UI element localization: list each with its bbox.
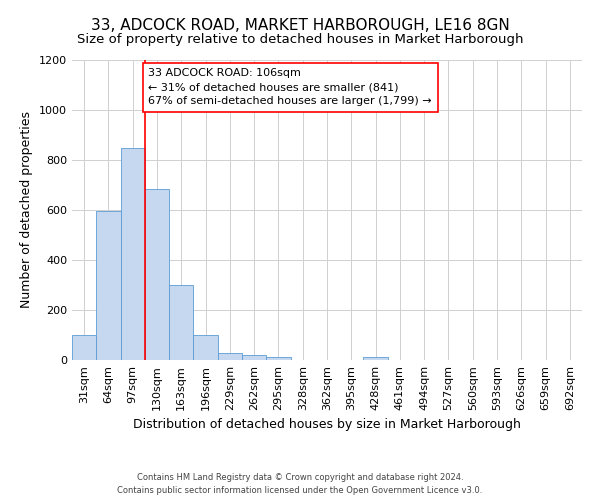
Bar	[218, 352, 242, 360]
Bar	[145, 188, 169, 360]
Bar	[121, 148, 145, 360]
Bar	[72, 335, 96, 360]
Text: Contains HM Land Registry data © Crown copyright and database right 2024.
Contai: Contains HM Land Registry data © Crown c…	[118, 473, 482, 495]
Text: Size of property relative to detached houses in Market Harborough: Size of property relative to detached ho…	[77, 32, 523, 46]
Text: 33 ADCOCK ROAD: 106sqm
← 31% of detached houses are smaller (841)
67% of semi-de: 33 ADCOCK ROAD: 106sqm ← 31% of detached…	[149, 68, 432, 106]
Bar	[193, 335, 218, 360]
Bar	[266, 357, 290, 360]
Bar	[242, 354, 266, 360]
Text: 33, ADCOCK ROAD, MARKET HARBOROUGH, LE16 8GN: 33, ADCOCK ROAD, MARKET HARBOROUGH, LE16…	[91, 18, 509, 32]
Y-axis label: Number of detached properties: Number of detached properties	[20, 112, 34, 308]
Bar	[96, 211, 121, 360]
Bar	[364, 357, 388, 360]
Bar	[169, 285, 193, 360]
X-axis label: Distribution of detached houses by size in Market Harborough: Distribution of detached houses by size …	[133, 418, 521, 432]
